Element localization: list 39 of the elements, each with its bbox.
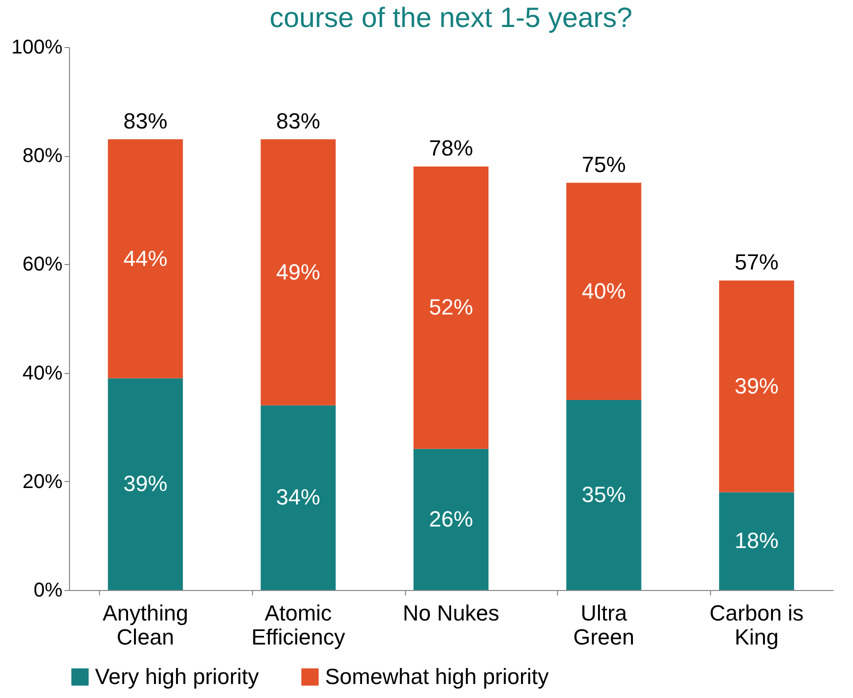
total-label: 57% [734,249,779,274]
data-label: 39% [734,373,779,398]
data-label: 18% [734,528,779,554]
bar [108,378,183,590]
data-label: 26% [428,506,474,532]
data-label: 40% [582,278,626,304]
bar [260,139,336,406]
y-tick-label: 100% [11,36,63,58]
data-label: 52% [428,294,474,320]
data-label: 34% [276,484,320,510]
chart-title: course of the next 1-5 years? [270,2,632,33]
bar [414,166,488,449]
x-tick-label: Ultra Green [573,600,634,650]
bar [719,492,794,590]
legend-label: Somewhat high priority [325,664,549,689]
y-tick-label: 60% [22,254,63,276]
y-tick-label: 40% [22,362,63,384]
y-tick-label: 80% [22,145,63,168]
total-label: 75% [582,152,626,177]
bar [260,405,336,590]
bar [108,139,183,378]
data-label: 44% [123,246,168,271]
total-label: 83% [123,108,168,134]
x-tick-label: Anything Clean [102,600,188,650]
y-tick-label: 0% [34,580,63,602]
total-label: 83% [276,108,320,134]
bar [566,400,642,590]
data-label: 39% [123,471,168,496]
data-label: 49% [276,259,320,284]
x-tick-label: Carbon is King [710,600,804,650]
legend-label: Very high priority [95,664,259,689]
bar [719,280,794,492]
x-tick-label: No Nukes [402,600,500,626]
y-tick-label: 20% [22,470,63,493]
x-tick-label: Atomic Efficiency [251,600,346,650]
bar [566,182,642,400]
data-label: 35% [582,482,626,507]
bar [414,448,488,590]
total-label: 78% [428,135,474,160]
